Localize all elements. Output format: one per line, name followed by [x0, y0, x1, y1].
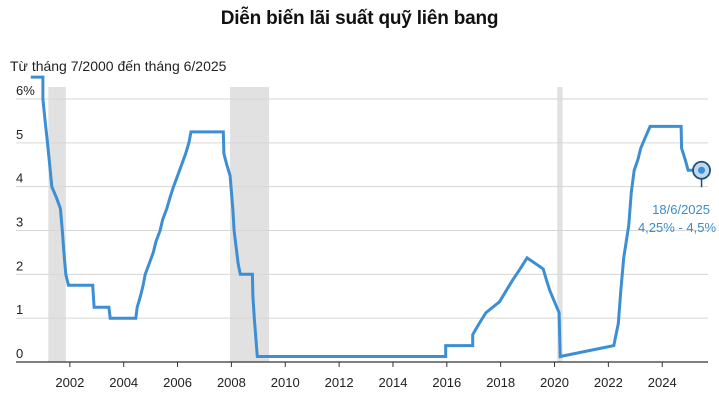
x-tick-label: 2022: [594, 375, 623, 390]
x-tick-label: 2006: [163, 375, 192, 390]
y-tick-label: 6%: [16, 83, 35, 98]
rate-series-line: [30, 75, 702, 359]
recession-band: [230, 87, 270, 362]
chart-subtitle: Từ tháng 7/2000 đến tháng 6/2025: [10, 58, 227, 74]
recession-bands: [48, 87, 563, 362]
recession-band: [557, 87, 563, 362]
x-tick-label: 2016: [432, 375, 461, 390]
x-tick-label: 2020: [540, 375, 569, 390]
x-tick-label: 2004: [109, 375, 138, 390]
y-tick-label: 5: [16, 127, 23, 142]
y-gridlines: [16, 98, 708, 319]
y-tick-label: 3: [16, 215, 23, 230]
y-tick-label: 0: [16, 346, 23, 361]
y-tick-label: 4: [16, 171, 23, 186]
recession-band: [48, 87, 66, 362]
x-tick-label: 2024: [648, 375, 677, 390]
y-tick-label: 1: [16, 302, 23, 317]
annotation-marker-dot: [698, 166, 706, 174]
x-tick-label: 2012: [325, 375, 354, 390]
annotation-date: 18/6/2025: [652, 202, 710, 217]
x-tick-label: 2014: [379, 375, 408, 390]
chart-title: Diễn biến lãi suất quỹ liên bang: [220, 8, 499, 29]
annotation-value: 4,25% - 4,5%: [638, 220, 716, 235]
x-axis: 2002 2004 2006 2008 2010 2012 2014 2016 2018 2020…: [16, 361, 708, 390]
x-tick-label: 2010: [271, 375, 300, 390]
y-axis-ticks: 0 1 2 3 4 5 6%: [16, 83, 35, 361]
y-tick-label: 2: [16, 258, 23, 273]
x-tick-label: 2002: [55, 375, 84, 390]
x-tick-label: 2018: [486, 375, 515, 390]
x-tick-label: 2008: [217, 375, 246, 390]
rate-series: [30, 75, 702, 359]
latest-value-annotation: 18/6/2025 4,25% - 4,5%: [638, 160, 716, 235]
